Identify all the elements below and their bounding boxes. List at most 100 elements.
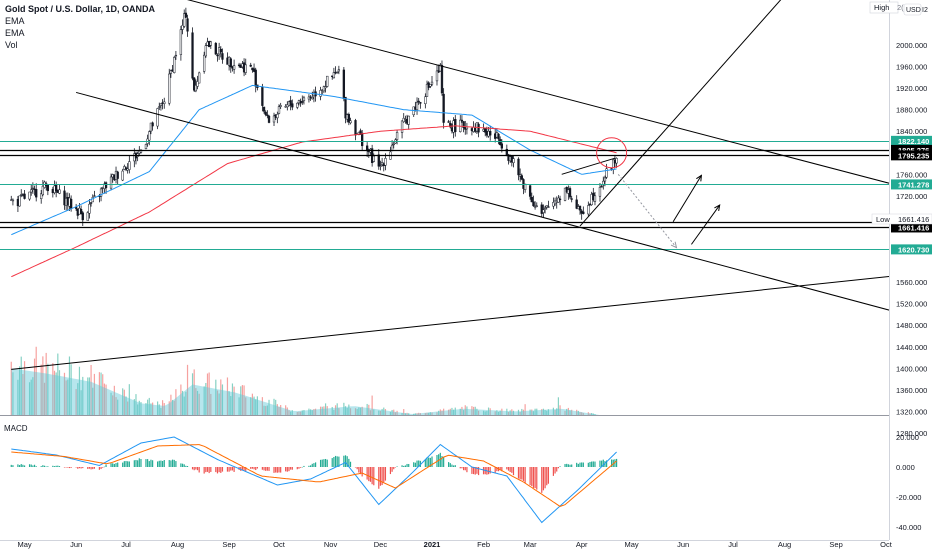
volume-bar — [556, 408, 558, 415]
volume-legend: Vol — [5, 40, 18, 50]
macd-histogram-bar — [546, 467, 548, 486]
volume-bar — [291, 410, 293, 415]
volume-bar — [326, 406, 328, 415]
time-tick-label: Jun — [677, 540, 689, 549]
usd-suffix: I2 — [922, 7, 928, 14]
macd-histogram-bar — [98, 467, 100, 470]
volume-bar — [68, 356, 71, 415]
projection-up-arrow-2 — [691, 204, 721, 245]
volume-bar — [354, 408, 357, 415]
candle-body — [575, 199, 578, 209]
macd-histogram-bar — [418, 460, 420, 467]
candle-body — [159, 103, 163, 106]
candle-body — [347, 114, 350, 123]
volume-bar — [256, 396, 258, 415]
macd-tick-label: -40.000 — [896, 523, 921, 532]
macd-histogram-bar — [191, 467, 194, 470]
volume-bar — [361, 406, 363, 415]
candle-body — [277, 106, 281, 114]
volume-bar — [368, 404, 370, 415]
candle-body — [605, 168, 608, 178]
volume-bar — [80, 390, 82, 415]
candle-body — [379, 165, 382, 167]
volume-bar — [512, 410, 515, 415]
macd-histogram-bar — [462, 467, 465, 471]
usd-label: USD — [906, 7, 921, 14]
volume-bar — [416, 413, 418, 415]
volume-bar — [53, 370, 56, 415]
volume-bar — [464, 405, 466, 415]
macd-histogram-bar — [171, 459, 174, 467]
candle-body — [23, 193, 26, 199]
macd-histogram-bar — [464, 467, 466, 471]
volume-bar — [22, 374, 24, 415]
candle-body — [46, 184, 49, 192]
macd-histogram-bar — [552, 467, 554, 476]
candle-body — [249, 64, 252, 67]
volume-bar — [128, 384, 130, 415]
candle-body — [587, 205, 590, 215]
macd-histogram-bar — [308, 465, 310, 467]
volume-bar — [228, 391, 230, 415]
volume-bar — [268, 399, 270, 415]
macd-histogram-bar — [93, 467, 96, 469]
macd-histogram-bar — [567, 464, 569, 467]
candle-body — [301, 101, 304, 103]
macd-histogram-bar — [75, 467, 77, 468]
macd-histogram-bar — [378, 467, 380, 489]
candle-body — [359, 130, 362, 135]
macd-histogram-bar — [243, 467, 245, 471]
macd-histogram-bar — [263, 467, 265, 471]
volume-bar — [181, 390, 184, 415]
macd-histogram-bar — [206, 467, 209, 472]
candle-body — [460, 119, 464, 122]
candle-body — [302, 97, 306, 101]
volume-bar — [544, 409, 546, 415]
macd-tick-label: 0.000 — [896, 463, 915, 472]
volume-bar — [245, 397, 247, 415]
macd-histogram-bar — [290, 467, 292, 470]
macd-histogram-bar — [125, 460, 127, 467]
macd-histogram-bar — [381, 467, 383, 486]
candle-body — [602, 180, 605, 186]
candle-body — [535, 205, 538, 207]
volume-bar — [566, 408, 568, 415]
volume-bar — [496, 410, 498, 415]
volume-bar — [371, 395, 373, 415]
volume-bar — [449, 408, 451, 415]
candle-body — [163, 101, 166, 104]
level-tag-label: 1741.278 — [898, 180, 929, 189]
volume-bar — [65, 380, 67, 415]
volume-bar — [55, 372, 57, 415]
macd-histogram-bar — [522, 467, 525, 481]
volume-bar — [569, 410, 571, 415]
volume-bar — [148, 397, 150, 415]
macd-histogram-bar — [92, 467, 94, 470]
macd-histogram-bar — [507, 467, 510, 471]
candle-body — [63, 190, 66, 206]
volume-ma-area — [11, 368, 617, 415]
volume-bar — [489, 408, 491, 415]
volume-bar — [582, 413, 584, 415]
ema-slow-line — [11, 125, 617, 278]
macd-histogram-bar — [602, 459, 604, 467]
volume-bar — [191, 373, 194, 415]
macd-histogram-bar — [196, 467, 199, 471]
macd-histogram-bar — [369, 467, 372, 482]
macd-histogram-bar — [349, 461, 352, 467]
macd-histogram-bar — [338, 456, 340, 467]
macd-histogram-bar — [606, 460, 608, 467]
candle-body — [499, 139, 502, 145]
volume-bar — [251, 393, 253, 415]
volume-bar — [140, 402, 142, 415]
macd-histogram-bar — [401, 465, 403, 467]
macd-histogram-bar — [253, 467, 255, 470]
macd-histogram-bar — [482, 467, 485, 475]
volume-bar — [534, 408, 536, 415]
volume-bar — [90, 364, 92, 415]
volume-bar — [521, 408, 523, 415]
macd-histogram-bar — [230, 467, 232, 471]
candle-body — [517, 158, 520, 176]
